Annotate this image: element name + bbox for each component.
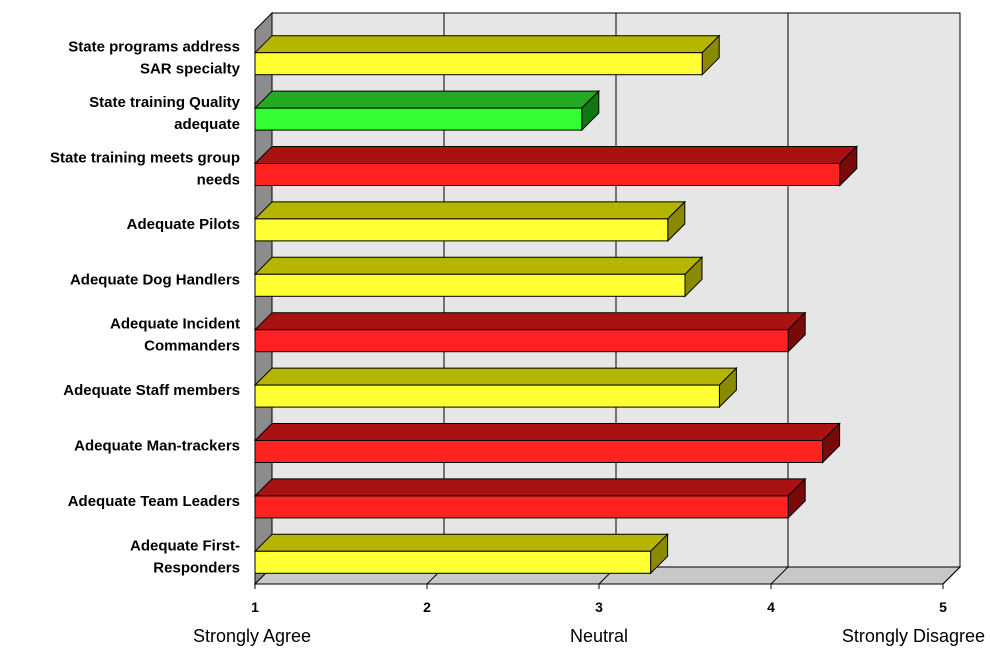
x-tick-label: 4 xyxy=(767,599,775,615)
bar xyxy=(253,422,841,464)
floor-gridline xyxy=(770,566,789,585)
category-label: State programs address SAR specialty xyxy=(68,39,240,78)
bars xyxy=(253,34,859,575)
bar xyxy=(253,89,601,132)
category-label-line: Adequate Dog Handlers xyxy=(70,271,240,288)
category-labels: State programs address SAR specialtyState… xyxy=(50,39,241,577)
category-label-line: Adequate First- xyxy=(130,537,240,554)
bar xyxy=(253,200,687,243)
bar-top xyxy=(253,478,807,497)
bar-top xyxy=(253,146,859,164)
bar-front xyxy=(254,107,583,131)
bar-top xyxy=(253,256,704,275)
category-label-line: adequate xyxy=(174,116,240,133)
x-tick-label: 3 xyxy=(595,599,603,615)
bar-top xyxy=(253,312,807,331)
bar-front xyxy=(254,273,686,297)
category-label-line: SAR specialty xyxy=(140,61,241,78)
category-label: Adequate Pilots xyxy=(127,216,240,233)
bar-front xyxy=(254,550,652,574)
category-label-line: Adequate Team Leaders xyxy=(68,493,240,510)
category-label-line: Adequate Man-trackers xyxy=(74,438,240,455)
category-label-line: Adequate Pilots xyxy=(127,216,240,233)
category-label-line: Commanders xyxy=(144,338,240,355)
bar-front xyxy=(254,384,720,408)
floor-gridline xyxy=(942,566,961,585)
bar-front xyxy=(254,218,669,242)
x-tick-label: 5 xyxy=(939,599,947,615)
bar-front xyxy=(254,440,824,463)
scale-labels: Strongly Agree Neutral Strongly Disagree xyxy=(193,626,985,646)
bar-front xyxy=(254,163,841,186)
category-label-line: Adequate Incident xyxy=(110,316,240,333)
scale-label: Neutral xyxy=(570,626,628,646)
category-label: Adequate Team Leaders xyxy=(68,493,240,510)
category-label: State training meets group needs xyxy=(50,150,240,189)
bar-front xyxy=(254,329,789,353)
category-label-line: State training meets group xyxy=(50,150,240,167)
bar-front xyxy=(254,52,703,76)
bar-top xyxy=(253,35,721,54)
bar-front xyxy=(254,495,789,519)
scale-label: Strongly Agree xyxy=(193,626,311,646)
bar-top xyxy=(253,201,687,220)
bar xyxy=(253,366,738,409)
category-label-line: Adequate Staff members xyxy=(63,382,240,399)
x-tick-label: 1 xyxy=(251,599,259,615)
x-tick-labels: 1 2 3 4 5 xyxy=(251,599,947,615)
bar xyxy=(253,477,807,520)
category-label: Adequate Staff members xyxy=(63,382,240,399)
scale-label: Strongly Disagree xyxy=(842,626,985,646)
category-label-line: State training Quality xyxy=(89,94,241,111)
category-label-line: needs xyxy=(197,172,240,189)
category-label-line: State programs address xyxy=(68,39,240,56)
bar xyxy=(253,34,721,76)
category-label: Adequate Man-trackers xyxy=(74,438,240,455)
category-label-line: Responders xyxy=(153,559,240,576)
bar-top xyxy=(253,367,738,386)
category-label: Adequate Incident Commanders xyxy=(110,316,240,355)
bar xyxy=(253,256,704,298)
bar xyxy=(253,145,859,187)
bar-top xyxy=(253,533,669,552)
bar xyxy=(253,311,807,353)
x-tick-label: 2 xyxy=(423,599,431,615)
bar-top xyxy=(253,90,601,109)
category-label: Adequate First- Responders xyxy=(130,537,240,576)
bar-top xyxy=(253,423,841,441)
bar xyxy=(253,533,669,575)
category-label: State training Quality adequate xyxy=(89,94,241,133)
category-label: Adequate Dog Handlers xyxy=(70,271,240,288)
